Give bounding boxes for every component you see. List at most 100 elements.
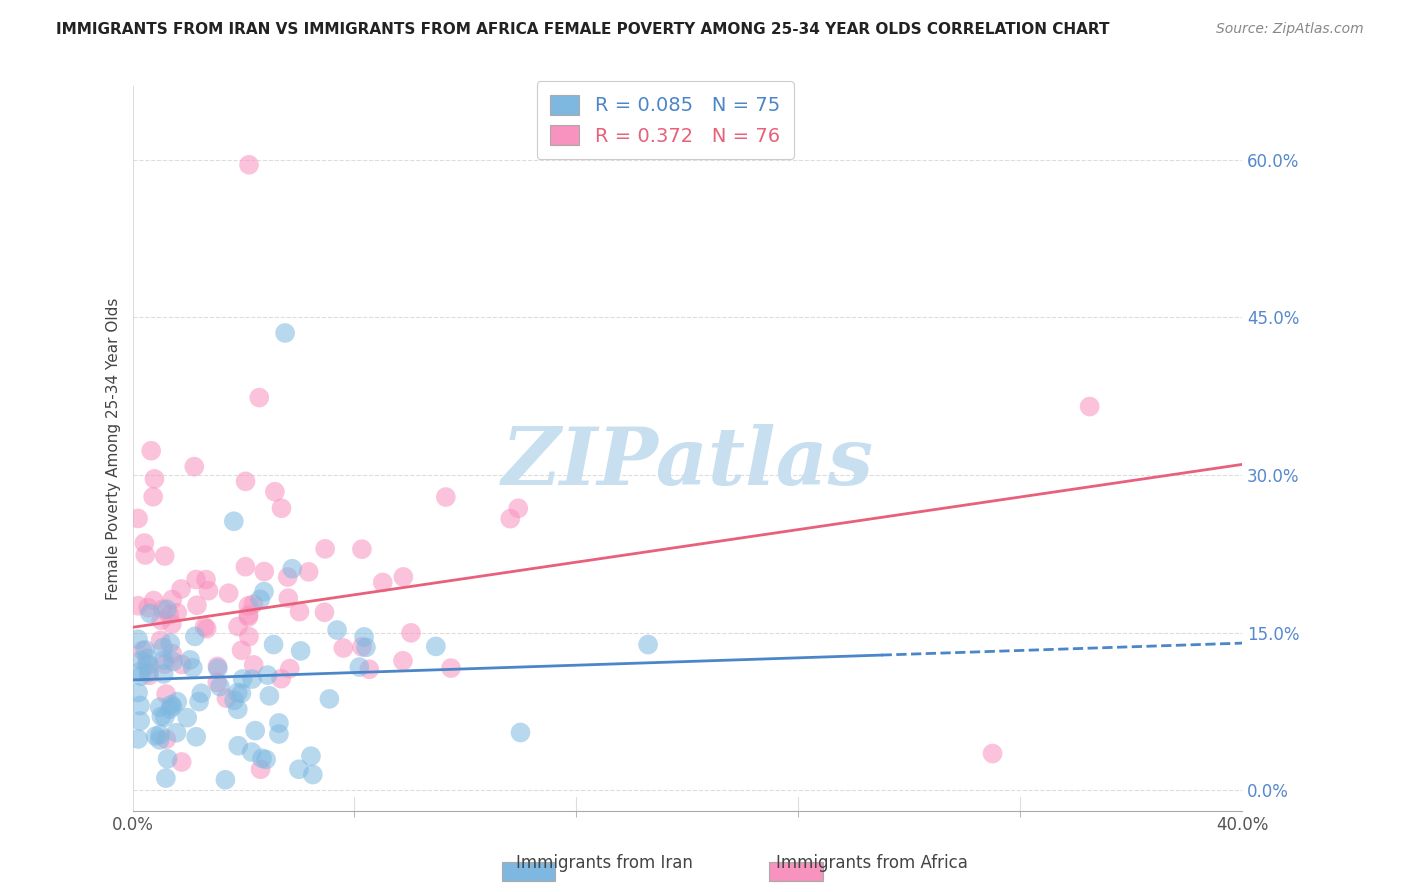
Point xyxy=(127,731,149,746)
Point xyxy=(267,727,290,741)
Point xyxy=(222,514,245,528)
Point xyxy=(195,622,218,636)
Legend: R = 0.085   N = 75, R = 0.372   N = 76: R = 0.085 N = 75, R = 0.372 N = 76 xyxy=(537,81,794,159)
Point xyxy=(226,702,249,716)
Point xyxy=(288,762,311,776)
Point xyxy=(149,732,172,747)
Point xyxy=(149,728,172,742)
Point xyxy=(254,752,277,766)
Point xyxy=(131,643,153,657)
Point xyxy=(142,593,165,607)
Point xyxy=(278,662,301,676)
Point xyxy=(238,630,260,644)
Point xyxy=(353,630,375,644)
Point xyxy=(349,660,371,674)
Point xyxy=(215,691,238,706)
Point xyxy=(253,584,276,599)
Point xyxy=(135,657,157,672)
Point xyxy=(207,675,229,690)
Point xyxy=(143,472,166,486)
Point xyxy=(128,665,150,680)
Point xyxy=(981,747,1004,761)
Point xyxy=(399,625,422,640)
Point xyxy=(326,623,349,637)
Point xyxy=(242,657,264,672)
Point xyxy=(152,640,174,655)
Point xyxy=(371,575,394,590)
Point xyxy=(350,542,373,557)
Point xyxy=(238,158,260,172)
Point xyxy=(150,613,173,627)
Point xyxy=(159,636,181,650)
Point xyxy=(392,570,415,584)
Point xyxy=(156,752,179,766)
Point xyxy=(499,512,522,526)
Point xyxy=(139,607,162,621)
Point xyxy=(153,710,176,724)
Point xyxy=(240,745,263,759)
Text: Immigrants from Africa: Immigrants from Africa xyxy=(776,855,967,872)
Point xyxy=(240,672,263,686)
Point xyxy=(141,443,163,458)
Point xyxy=(166,725,188,739)
Point xyxy=(256,668,278,682)
Point xyxy=(160,698,183,712)
Point xyxy=(226,685,249,699)
Text: Source: ZipAtlas.com: Source: ZipAtlas.com xyxy=(1216,22,1364,37)
Point xyxy=(129,714,152,728)
Point xyxy=(434,490,457,504)
Point xyxy=(238,610,260,624)
Point xyxy=(270,501,292,516)
Point xyxy=(288,605,311,619)
Point xyxy=(149,700,172,714)
Point xyxy=(247,391,270,405)
Point xyxy=(425,640,447,654)
Point xyxy=(318,692,340,706)
Point xyxy=(159,702,181,716)
Point xyxy=(218,586,240,600)
Point xyxy=(127,685,149,699)
Point xyxy=(267,715,290,730)
Point xyxy=(207,661,229,675)
Point xyxy=(263,638,285,652)
Point xyxy=(253,565,276,579)
Point xyxy=(332,640,354,655)
Point xyxy=(188,695,211,709)
Point xyxy=(226,619,249,633)
Point xyxy=(197,583,219,598)
Point xyxy=(207,659,229,673)
Point xyxy=(231,686,253,700)
Point xyxy=(170,657,193,672)
Point xyxy=(226,739,249,753)
Point xyxy=(350,640,373,654)
Point xyxy=(245,723,267,738)
Point xyxy=(508,501,530,516)
Point xyxy=(166,606,188,620)
Point xyxy=(127,632,149,647)
Point xyxy=(160,617,183,632)
Point xyxy=(159,607,181,622)
Point xyxy=(183,459,205,474)
Point xyxy=(150,709,173,723)
Point xyxy=(509,725,531,739)
Point xyxy=(153,549,176,563)
Point xyxy=(195,573,218,587)
Point xyxy=(235,475,257,489)
Point xyxy=(179,653,201,667)
Point xyxy=(231,643,253,657)
Point xyxy=(354,640,377,655)
Point xyxy=(186,599,208,613)
Point xyxy=(238,599,260,613)
Point xyxy=(238,607,260,622)
Point xyxy=(314,605,336,619)
Point xyxy=(270,672,292,686)
Point xyxy=(214,772,236,787)
Text: ZIPatlas: ZIPatlas xyxy=(502,425,873,502)
Point xyxy=(155,687,177,701)
Y-axis label: Female Poverty Among 25-34 Year Olds: Female Poverty Among 25-34 Year Olds xyxy=(107,297,121,599)
Point xyxy=(186,730,208,744)
Point xyxy=(136,651,159,665)
Point xyxy=(181,661,204,675)
Point xyxy=(129,669,152,683)
Point xyxy=(127,511,149,525)
